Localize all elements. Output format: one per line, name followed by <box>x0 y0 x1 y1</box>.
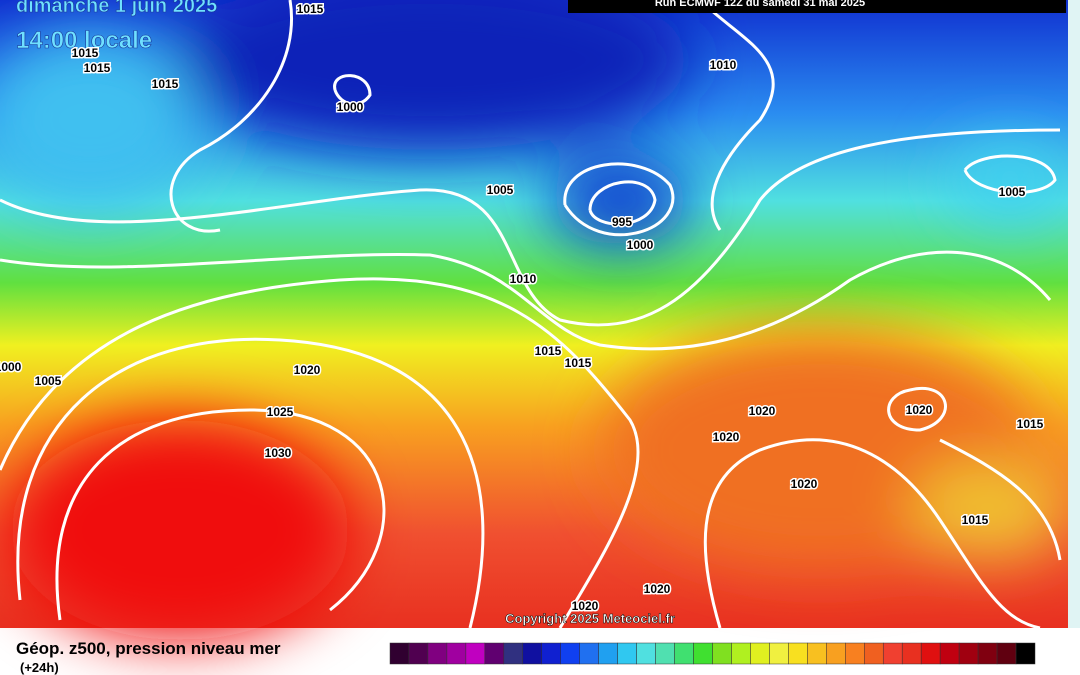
scale-swatch <box>389 642 410 665</box>
run-banner <box>568 0 1066 13</box>
isobar-label: 1005 <box>35 374 62 388</box>
date: dimanche 1 juin 2025 <box>16 0 217 17</box>
scale-swatch <box>427 642 448 665</box>
isobar-label: 1020 <box>572 599 599 613</box>
scale-swatch <box>484 642 505 665</box>
run-info: Run ECMWF 12Z du samedi 31 mai 2025 <box>655 0 865 9</box>
scale-swatch <box>712 642 732 665</box>
scale-swatch <box>864 642 884 665</box>
isobar-label: 1000 <box>0 360 22 374</box>
scale-swatch <box>465 642 486 665</box>
isobar-label: 1005 <box>487 183 514 197</box>
isobar-label: 1020 <box>713 430 740 444</box>
footer-title: Géop. z500, pression niveau mer <box>16 639 281 658</box>
side-strip <box>1068 0 1080 628</box>
scale-swatch <box>693 642 713 665</box>
scale-swatch <box>750 642 770 665</box>
scale-swatch <box>920 642 941 665</box>
scale-swatch <box>598 642 618 665</box>
isobar-label: 1015 <box>565 356 592 370</box>
scale-swatch <box>674 642 694 665</box>
isobar-label: 1000 <box>627 238 654 252</box>
scale-swatch <box>655 642 675 665</box>
scale-swatch <box>826 642 846 665</box>
scale-swatch <box>939 642 960 665</box>
scale-swatch <box>996 642 1017 665</box>
scale-swatch <box>617 642 637 665</box>
isobar-label: 1015 <box>1017 417 1044 431</box>
scale-swatch <box>541 642 561 665</box>
scale-swatch <box>807 642 827 665</box>
scale-swatch <box>845 642 865 665</box>
scale-swatch <box>579 642 599 665</box>
isobar-label: 1015 <box>152 77 179 91</box>
isobar-label: 1020 <box>906 403 933 417</box>
map-area: Run ECMWF 12Z du samedi 31 mai 2025 dima… <box>0 0 1080 640</box>
isobar-label: 1015 <box>962 513 989 527</box>
scale-swatch <box>408 642 429 665</box>
local-time: 14:00 locale <box>16 27 152 54</box>
field-blobs <box>0 0 1070 640</box>
scale-swatch <box>769 642 789 665</box>
scale-swatch <box>731 642 751 665</box>
scale-swatch <box>522 642 543 665</box>
scale-swatch <box>1015 642 1036 665</box>
isobar-label: 1020 <box>791 477 818 491</box>
isobar-label: 1015 <box>535 344 562 358</box>
isobar-label: 1020 <box>294 363 321 377</box>
isobar-label: 1030 <box>265 446 292 460</box>
scale-swatch <box>958 642 979 665</box>
isobar-label: 1000 <box>337 100 364 114</box>
scale-swatch <box>636 642 656 665</box>
isobar-label: 1015 <box>297 2 324 16</box>
color-scale <box>389 642 1036 665</box>
isobar-label: 1015 <box>72 46 99 60</box>
scale-swatch <box>788 642 808 665</box>
isobar-labels: 1015101510151015100010101005995100010051… <box>0 1 1045 615</box>
isobar-label: 1005 <box>999 185 1026 199</box>
scale-swatch <box>977 642 998 665</box>
scale-swatch <box>503 642 524 665</box>
copyright: Copyright 2025 Meteociel.fr <box>505 611 675 626</box>
scale-swatch <box>560 642 580 665</box>
isobar-label: 1020 <box>644 582 671 596</box>
isobar-label: 1010 <box>710 58 737 72</box>
isobar-label: 1015 <box>84 61 111 75</box>
scale-swatch <box>446 642 467 665</box>
isobar-label: 1020 <box>749 404 776 418</box>
isobar-label: 1025 <box>267 405 294 419</box>
scale-swatch <box>901 642 922 665</box>
footer-lead: (+24h) <box>20 660 59 675</box>
scale-swatch <box>882 642 903 665</box>
isobars <box>0 0 1060 628</box>
isobar-label: 995 <box>612 215 632 229</box>
isobar-label: 1010 <box>510 272 537 286</box>
